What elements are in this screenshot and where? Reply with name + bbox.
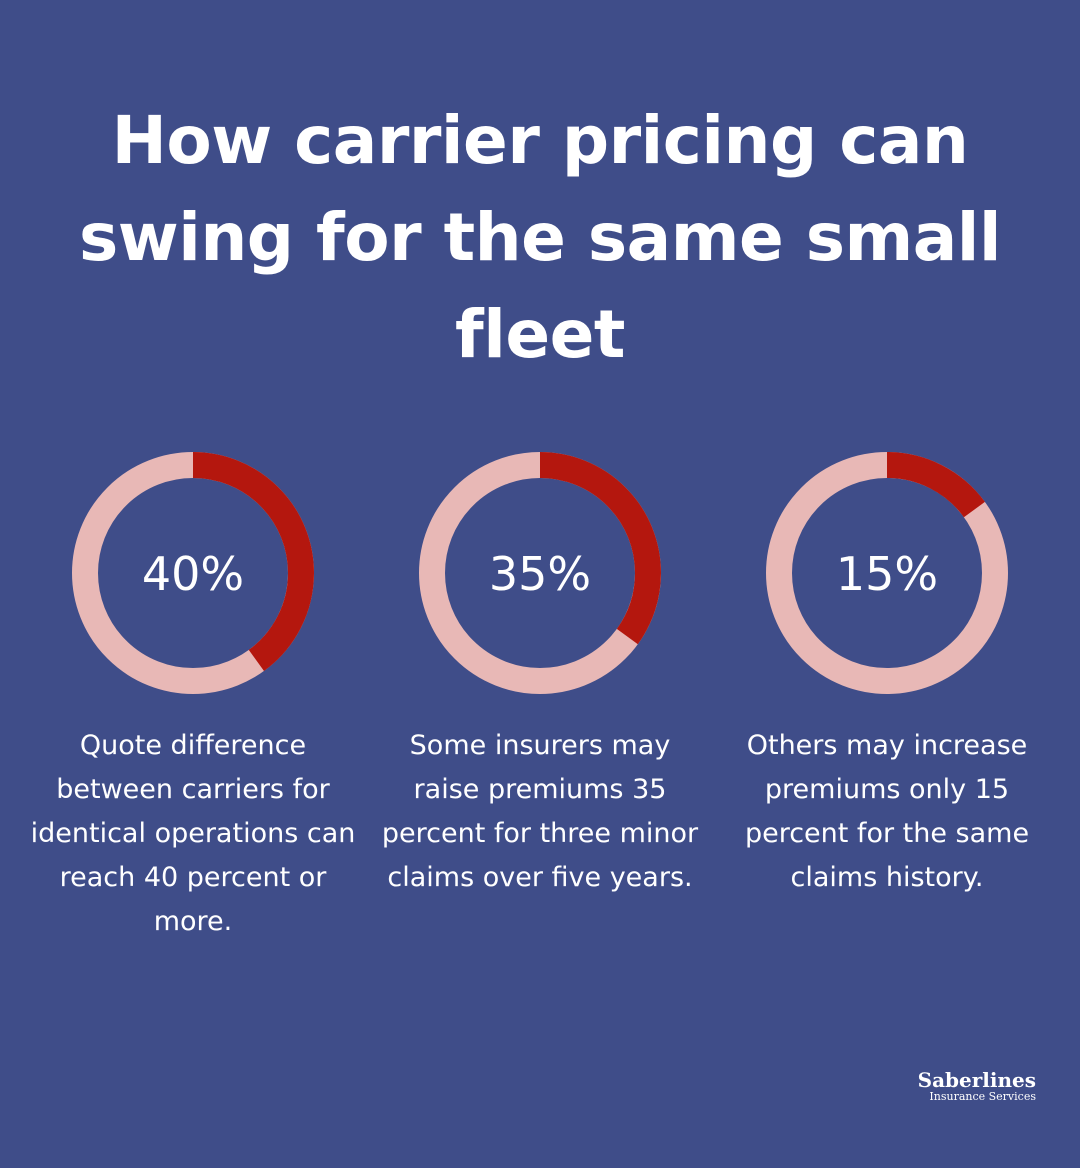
donut-caption: Some insurers may raise premiums 35 perc… — [381, 730, 699, 893]
donut-value-label: 15% — [836, 547, 938, 601]
donut-chart-1: 40% — [72, 452, 314, 694]
donut-svg: 35% — [419, 452, 661, 694]
donut-arc — [72, 452, 314, 694]
donut-arc — [766, 452, 1008, 694]
brand-logo: Saberlines Insurance Services — [918, 1069, 1036, 1102]
page-title: How carrier pricing can swing for the sa… — [78, 102, 1002, 373]
donut-svg: 15% — [766, 452, 1008, 694]
logo-name: Saberlines — [917, 1068, 1036, 1092]
donut-caption: Others may increase premiums only 15 per… — [744, 730, 1030, 893]
donut-svg: 40% — [72, 452, 314, 694]
donut-value-label: 35% — [489, 547, 591, 601]
donut-chart-2: 35% — [419, 452, 661, 694]
donut-arc — [419, 452, 661, 694]
donut-value-label: 40% — [142, 547, 244, 601]
logo-subtitle: Insurance Services — [929, 1090, 1036, 1103]
donut-caption: Quote difference between carriers for id… — [30, 730, 356, 937]
donut-chart-3: 15% — [766, 452, 1008, 694]
